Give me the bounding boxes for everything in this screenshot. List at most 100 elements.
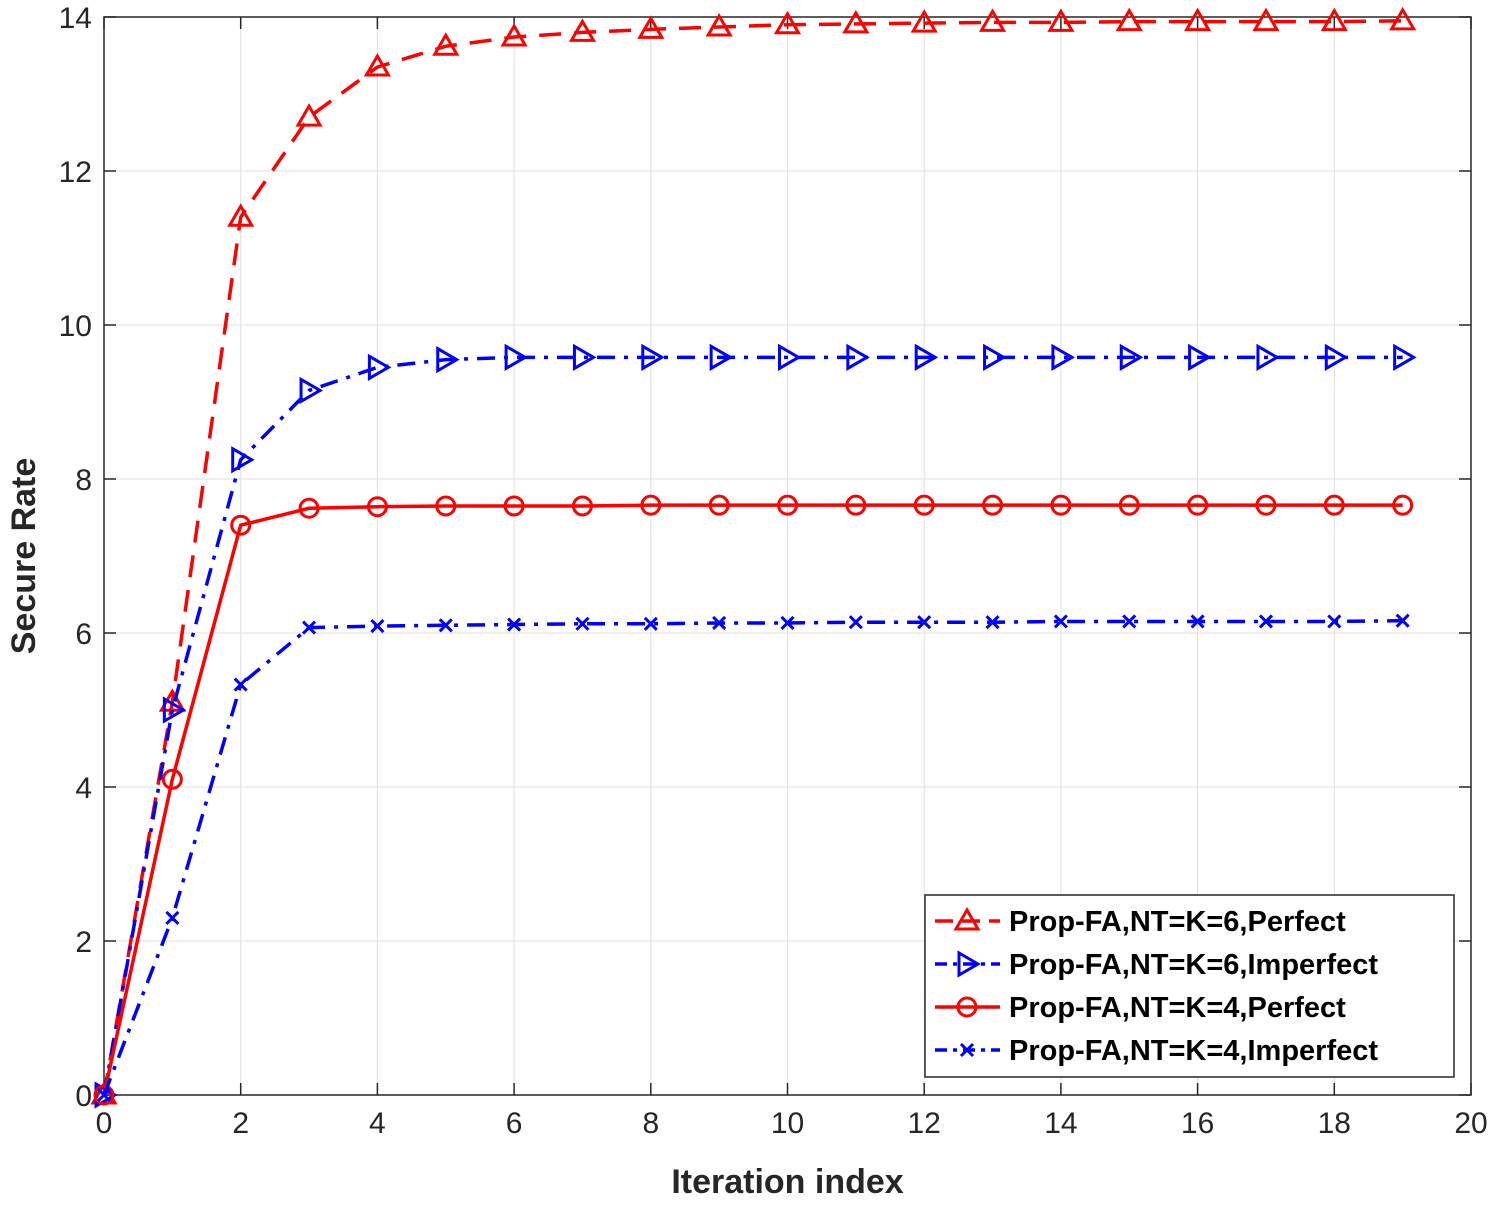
data-point — [1051, 343, 1075, 371]
data-point — [161, 768, 183, 790]
data-point — [571, 495, 593, 517]
data-point — [643, 616, 658, 631]
data-point — [165, 910, 180, 925]
data-point — [917, 615, 932, 630]
data-point — [435, 495, 457, 517]
data-point — [708, 494, 730, 516]
legend-label: Prop-FA,NT=K=6,Imperfect — [1009, 949, 1378, 981]
data-point — [914, 343, 939, 371]
data-point — [1392, 494, 1414, 516]
legend-item: Prop-FA,NT=K=4,Imperfect — [935, 1035, 1378, 1067]
data-point — [705, 13, 733, 37]
data-point — [298, 497, 320, 519]
legend-item: Prop-FA,NT=K=6,Perfect — [935, 906, 1346, 938]
data-point — [1053, 614, 1068, 629]
y-tick-label: 6 — [75, 618, 92, 651]
y-axis-title: Secure Rate — [5, 458, 43, 655]
data-point — [846, 343, 870, 371]
data-point — [500, 23, 528, 47]
data-point — [1118, 494, 1140, 516]
x-tick-label: 20 — [1454, 1107, 1487, 1140]
data-point — [910, 9, 938, 33]
axes: 0 2 4 6 8 10 12 14 16 18 20 0 2 4 6 8 10 12 14 — [59, 2, 1488, 1140]
data-point — [572, 343, 597, 371]
legend-item: Prop-FA,NT=K=6,Imperfect — [935, 949, 1378, 981]
x-axis-title: Iteration index — [671, 1163, 903, 1201]
series-3 — [93, 494, 1414, 1106]
legend-label: Prop-FA,NT=K=4,Imperfect — [1009, 1035, 1378, 1067]
data-point — [363, 53, 392, 77]
data-point — [295, 103, 323, 127]
legend: Prop-FA,NT=K=6,Perfect Prop-FA,NT=K=6,Imp… — [924, 894, 1455, 1078]
data-point — [913, 494, 935, 516]
data-point — [233, 677, 248, 692]
x-tick-label: 4 — [369, 1107, 386, 1140]
data-point — [777, 494, 798, 516]
data-point — [1187, 494, 1209, 516]
data-point — [432, 32, 460, 56]
data-point — [982, 494, 1004, 516]
legend-label: Prop-FA,NT=K=6,Perfect — [1009, 906, 1346, 938]
x-tick-label: 6 — [506, 1107, 523, 1140]
data-point — [1258, 614, 1274, 629]
y-tick-label: 0 — [75, 1080, 92, 1113]
series-line — [102, 503, 1403, 1096]
data-point — [162, 696, 187, 724]
data-point — [231, 446, 255, 474]
data-point — [96, 1087, 112, 1103]
data-point — [301, 620, 317, 635]
data-point — [1320, 7, 1348, 32]
x-tick-label: 16 — [1181, 1107, 1214, 1140]
series-line — [102, 355, 1403, 1096]
data-point — [848, 615, 863, 630]
data-point — [1395, 613, 1410, 628]
series-2 — [94, 343, 1417, 1109]
data-point — [93, 1084, 115, 1106]
legend-label: Prop-FA,NT=K=4,Perfect — [1009, 992, 1346, 1024]
data-point — [1115, 7, 1143, 32]
legend-item: Prop-FA,NT=K=4,Perfect — [935, 992, 1346, 1024]
data-point — [503, 495, 525, 517]
x-tick-label: 10 — [771, 1107, 804, 1140]
data-point — [842, 9, 870, 34]
data-point — [367, 353, 392, 381]
series-1 — [90, 6, 1417, 1105]
data-point — [1324, 343, 1349, 371]
data-point — [230, 514, 252, 536]
series-line — [102, 618, 1403, 1096]
data-point — [366, 496, 388, 518]
data-point — [504, 343, 529, 371]
data-point — [1327, 614, 1342, 629]
data-point — [227, 203, 255, 227]
x-tick-label: 18 — [1318, 1107, 1351, 1140]
x-tick-label: 2 — [232, 1107, 249, 1140]
data-point — [641, 343, 665, 371]
legend-marker — [959, 1042, 975, 1058]
data-point — [1389, 6, 1417, 31]
series-group — [90, 6, 1417, 1109]
y-tick-label: 8 — [75, 464, 92, 497]
y-tick-label: 2 — [75, 926, 92, 959]
series-line — [102, 19, 1403, 1096]
data-point — [507, 617, 522, 632]
data-point — [370, 619, 385, 634]
data-point — [1255, 494, 1277, 516]
data-point — [1183, 7, 1212, 32]
x-tick-label: 8 — [642, 1107, 659, 1140]
data-point — [1256, 343, 1280, 371]
y-tick-label: 10 — [59, 310, 92, 343]
data-point — [1323, 494, 1345, 516]
y-tick-label: 14 — [59, 2, 92, 35]
series-4 — [96, 613, 1410, 1103]
data-point — [1122, 614, 1137, 629]
x-tick-label: 14 — [1044, 1107, 1077, 1140]
y-tick-label: 4 — [75, 772, 92, 805]
x-tick-label: 0 — [96, 1107, 113, 1140]
data-point — [709, 343, 734, 371]
data-point — [773, 10, 802, 35]
data-point — [1050, 494, 1072, 516]
data-point — [299, 376, 324, 405]
data-point — [845, 494, 867, 516]
